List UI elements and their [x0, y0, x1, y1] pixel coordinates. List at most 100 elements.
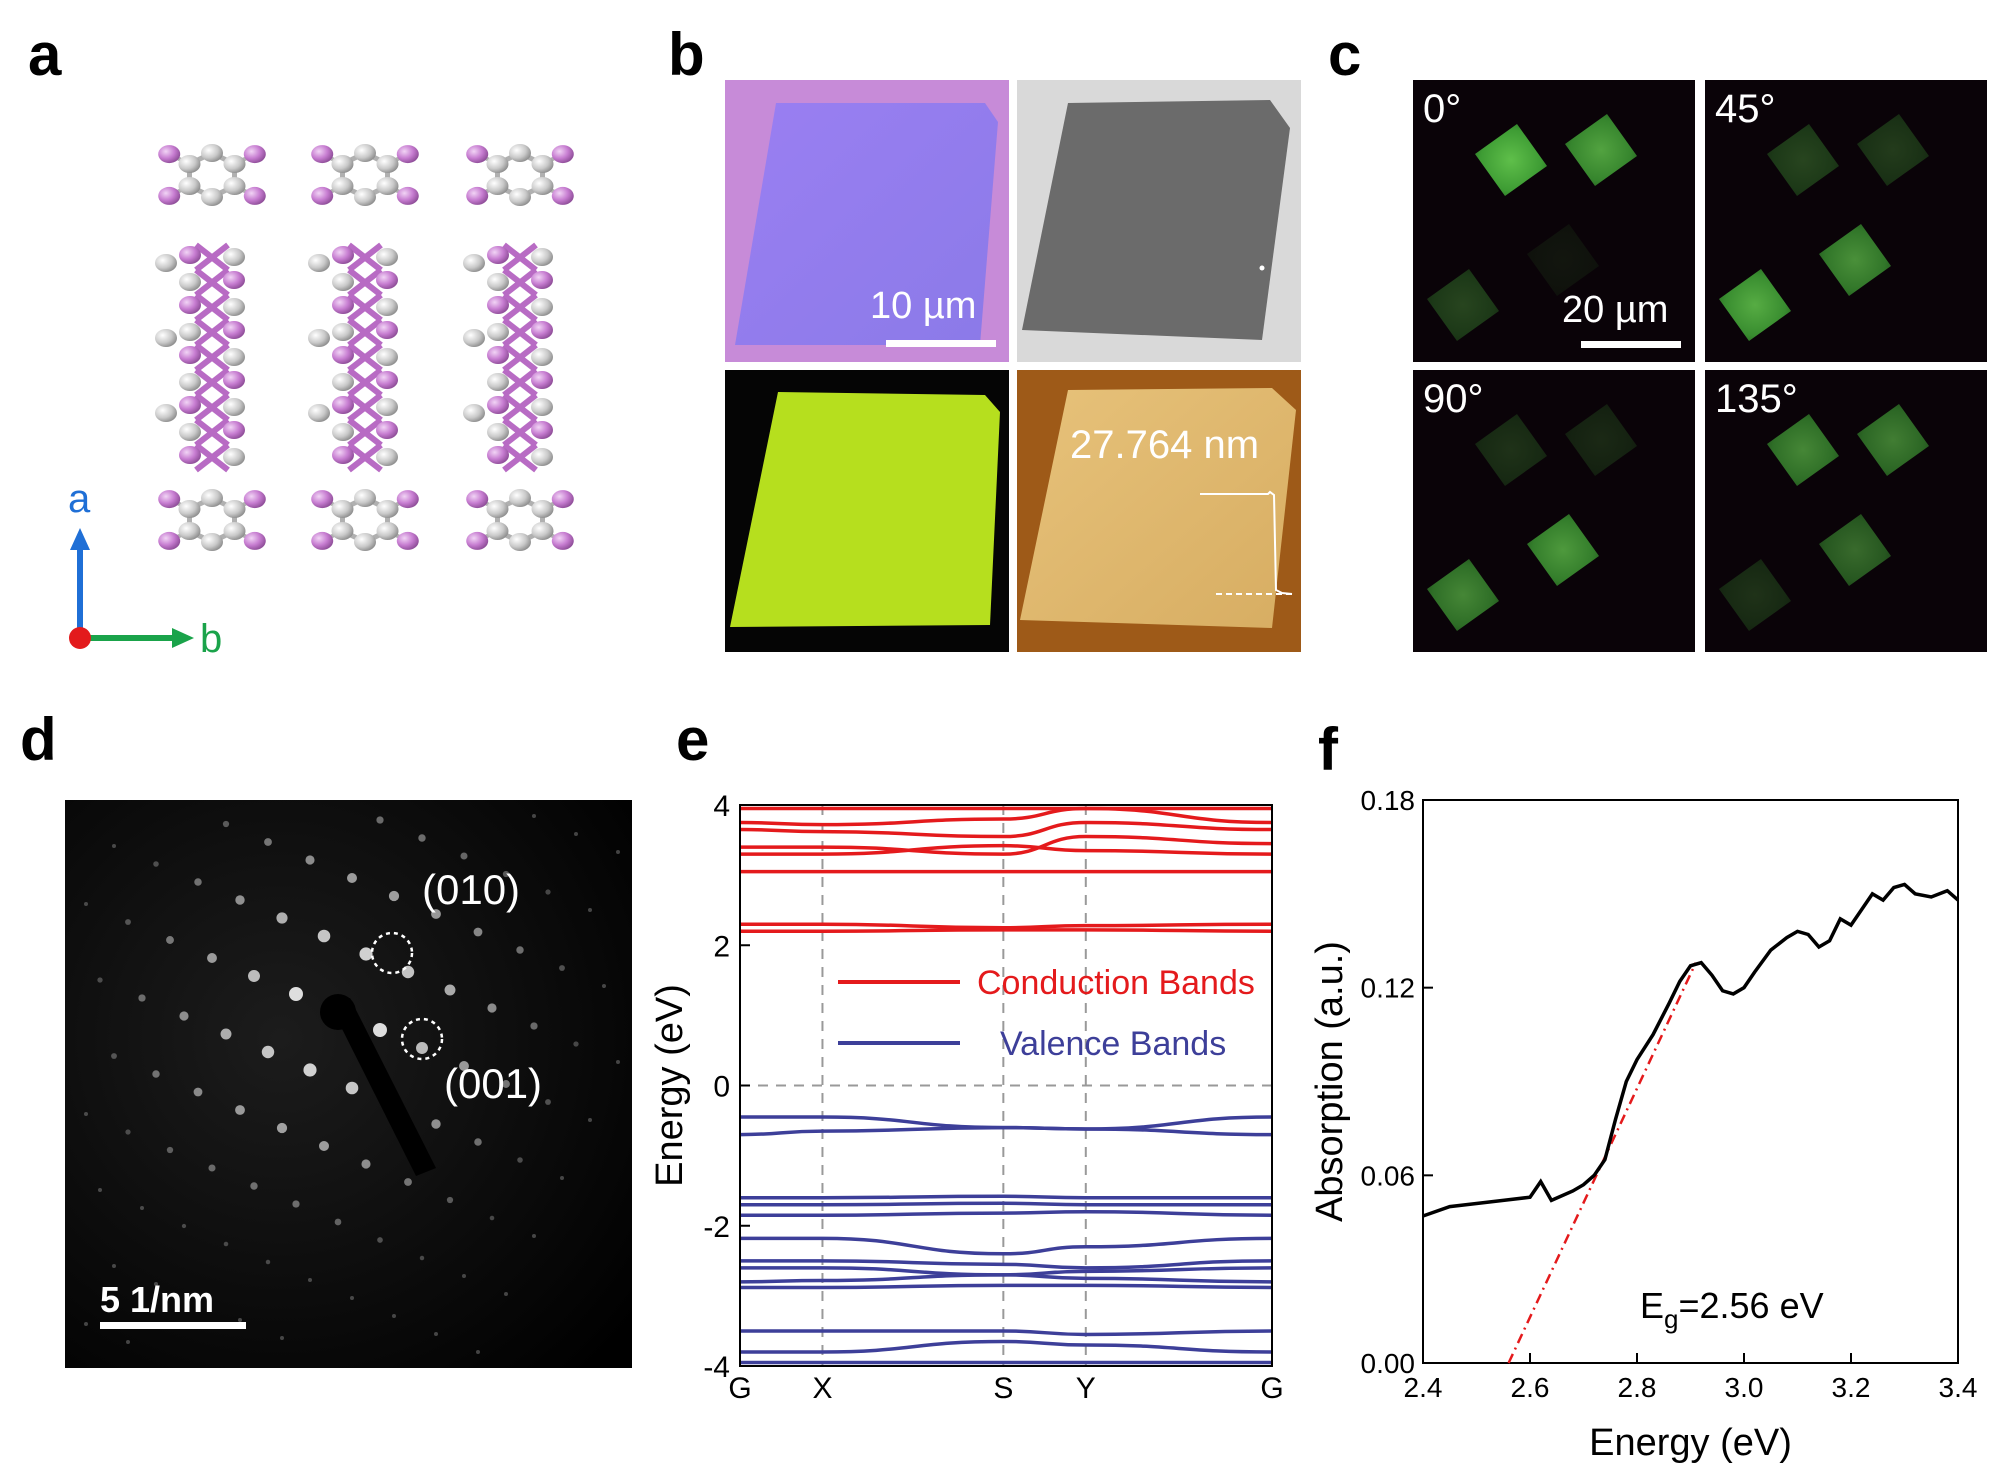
diffraction-spot [207, 953, 217, 963]
bandgap-symbol: E [1640, 1285, 1664, 1326]
diffraction-spot [140, 1206, 144, 1210]
iodine-atom [551, 145, 574, 164]
iodine-atom [376, 371, 398, 389]
diffraction-spot [616, 850, 620, 854]
carbon-atom [155, 404, 177, 422]
y-tick-label: 2 [713, 930, 730, 963]
scalebar-10um [886, 340, 996, 347]
carbon-atom [179, 273, 201, 291]
carbon-atom [531, 155, 554, 173]
valence-band-line [740, 1273, 1272, 1284]
carbon-atom [332, 423, 354, 441]
iodine-atom [223, 421, 245, 439]
diffraction-spot [98, 1188, 102, 1192]
iodine-atom [311, 490, 334, 509]
diffraction-spot [276, 912, 288, 924]
diffraction-spot [434, 1332, 438, 1336]
conduction-band-line [740, 922, 1272, 930]
iodine-atom [531, 321, 553, 339]
scalebar-20um-label: 20 µm [1562, 289, 1668, 331]
carbon-atom [331, 177, 354, 195]
carbon-atom [155, 254, 177, 272]
carbon-atom [223, 448, 245, 466]
carbon-atom [201, 144, 223, 162]
pl-crystal [1427, 269, 1499, 341]
diffraction-spot [588, 1118, 592, 1122]
chain-bond [502, 317, 538, 348]
diffraction-spot [235, 1105, 245, 1115]
axis-a-arrowhead [70, 528, 90, 550]
panel-label-f: f [1318, 716, 1339, 783]
y-axis-label: Energy (eV) [649, 984, 691, 1187]
iodine-atom [332, 346, 354, 364]
carbon-atom [354, 533, 376, 551]
afm-image: 27.764 nm [1017, 370, 1301, 652]
x-tick-label: 3.4 [1939, 1372, 1978, 1403]
diffraction-spot [431, 1119, 441, 1129]
carbon-atom [308, 329, 330, 347]
pl-crystal [1475, 124, 1547, 196]
diffraction-spot [292, 1200, 300, 1208]
chain-bonds [168, 150, 256, 545]
carbon-atom [376, 155, 399, 173]
angle-label: 90° [1423, 377, 1484, 421]
iodine-atom [466, 531, 489, 550]
conduction-band-line [740, 820, 1272, 839]
chain-atoms [308, 144, 419, 551]
axis-c-dot [69, 627, 91, 649]
iodine-atom [332, 396, 354, 414]
carbon-atom [354, 489, 376, 507]
chain-bond [194, 317, 230, 348]
carbon-atom [531, 298, 553, 316]
kpoint-label: G [728, 1372, 751, 1405]
carbon-atom [531, 177, 554, 195]
diffraction-spot [194, 878, 202, 886]
iodine-atom [158, 490, 181, 509]
diffraction-spot [208, 1164, 216, 1172]
diffraction-spot [462, 1274, 466, 1278]
carbon-atom [509, 188, 531, 206]
saed-pattern: (010) (001) 5 1/nm [65, 800, 632, 1368]
carbon-atom [179, 423, 201, 441]
chain-bond [347, 417, 383, 448]
diffraction-spot [220, 1028, 232, 1040]
diffraction-spot [334, 1218, 342, 1226]
pl-image [725, 370, 1009, 652]
iodine-atom [243, 531, 266, 550]
diffraction-spot [616, 1060, 620, 1064]
beam-stop-tip [320, 994, 356, 1030]
diffraction-spot [502, 1080, 510, 1088]
panel-label-c: c [1328, 21, 1361, 88]
carbon-atom [223, 177, 246, 195]
chain-bond [347, 442, 383, 473]
pl-crystal [1719, 559, 1791, 631]
diffraction-spot [532, 1234, 536, 1238]
crystal-structure [155, 144, 574, 551]
iodine-atom [396, 145, 419, 164]
diffraction-spot [350, 1296, 354, 1300]
y-axis-label: Absorption (a.u.) [1309, 941, 1351, 1222]
diffraction-spot [545, 1099, 551, 1105]
carbon-atom [178, 177, 201, 195]
diffraction-spot [84, 1322, 88, 1326]
chain-bond [194, 242, 230, 273]
diffraction-spot [84, 902, 88, 906]
diffraction-spot [473, 927, 483, 937]
scalebar-5nm-label: 5 1/nm [100, 1279, 214, 1320]
carbon-atom [509, 489, 531, 507]
carbon-atom [223, 522, 246, 540]
diffraction-spot [111, 1053, 117, 1059]
diffraction-spot [487, 1003, 497, 1013]
absorption-frame [1422, 799, 1959, 1364]
diffraction-spot [559, 965, 565, 971]
x-tick-label: 2.8 [1618, 1372, 1657, 1403]
valence-band-line [740, 1194, 1272, 1200]
chain-bond [502, 417, 538, 448]
sem-image [1017, 80, 1301, 362]
valence-band-line [740, 1259, 1272, 1270]
pl-flake [730, 392, 1000, 627]
chain-bond [194, 267, 230, 298]
conduction-band-line [740, 928, 1272, 933]
